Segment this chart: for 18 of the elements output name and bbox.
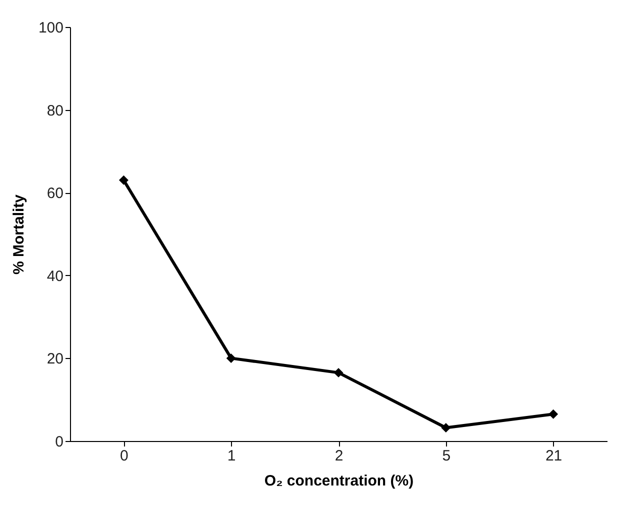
point	[441, 423, 451, 432]
x-tick-label: 0	[120, 448, 128, 464]
point	[118, 175, 128, 185]
y-tick-label: 20	[46, 350, 64, 368]
x-axis-title: O₂ concentration (%)	[264, 472, 414, 490]
point	[334, 368, 344, 378]
x-tick-label: 1	[227, 448, 236, 464]
y-tick-label: 80	[46, 102, 64, 120]
x-tick-label: 2	[334, 448, 344, 464]
point	[548, 409, 558, 419]
y-axis-title: % Mortality	[10, 194, 28, 275]
y-tick-label: 40	[46, 268, 64, 285]
y-tick-label: 0	[55, 434, 64, 450]
x-tick-label: 21	[545, 448, 562, 464]
y-tick-label: 100	[38, 20, 64, 36]
y-tick-label: 60	[46, 185, 64, 202]
point	[226, 353, 236, 363]
x-tick-label: 5	[442, 448, 451, 464]
